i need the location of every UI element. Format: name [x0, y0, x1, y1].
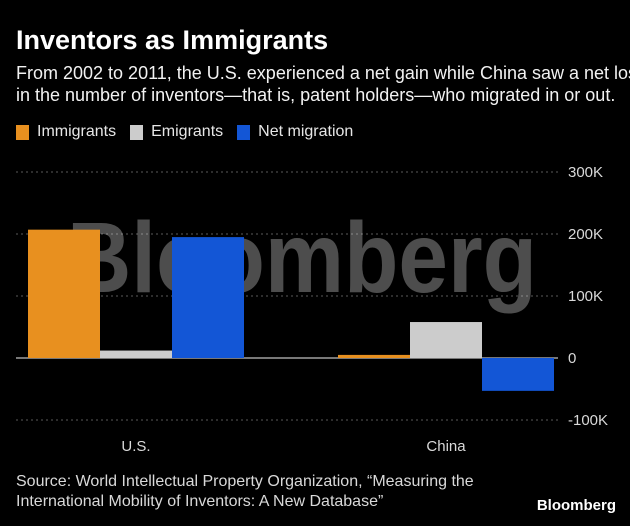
y-tick-label: 0 — [568, 350, 576, 367]
bar-us-emigrants — [100, 350, 172, 358]
legend-swatch-net-migration — [237, 124, 251, 140]
legend-item-emigrants: Emigrants — [130, 123, 223, 141]
legend-swatch-immigrants — [16, 124, 29, 140]
bar-china-immigrants — [338, 354, 410, 358]
y-tick-label: -100K — [568, 412, 608, 429]
source-line-2: International Mobility of Inventors: A N… — [16, 493, 384, 510]
y-tick-label: 300K — [568, 164, 603, 181]
legend-item-net-migration: Net migration — [237, 123, 353, 141]
subtitle-line-2: in the number of inventors—that is, pate… — [16, 85, 616, 105]
bar-china-net-migration — [482, 358, 554, 391]
chart-legend: Immigrants Emigrants Net migration — [16, 121, 367, 143]
legend-swatch-emigrants — [130, 124, 144, 140]
chart-subtitle: From 2002 to 2011, the U.S. experienced … — [16, 62, 630, 106]
legend-label-immigrants: Immigrants — [37, 123, 117, 140]
x-tick-label-us: U.S. — [121, 438, 150, 455]
watermark: Bloomberg — [67, 202, 537, 314]
y-tick-label: 200K — [568, 226, 603, 243]
legend-label-net-migration: Net migration — [258, 123, 354, 140]
bar-us-immigrants — [28, 229, 100, 358]
x-tick-label-china: China — [426, 438, 466, 455]
bloomberg-credit-logo: Bloomberg — [536, 497, 616, 514]
source-note: Source: World Intellectual Property Orga… — [16, 472, 474, 512]
legend-item-immigrants: Immigrants — [16, 123, 116, 141]
chart-title: Inventors as Immigrants — [16, 25, 329, 55]
bar-us-net-migration — [172, 237, 244, 358]
source-line-1: Source: World Intellectual Property Orga… — [16, 473, 474, 490]
legend-label-emigrants: Emigrants — [151, 123, 224, 140]
bar-china-emigrants — [410, 322, 482, 358]
subtitle-line-1: From 2002 to 2011, the U.S. experienced … — [16, 63, 630, 83]
y-tick-label: 100K — [568, 288, 603, 305]
